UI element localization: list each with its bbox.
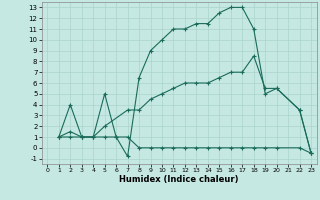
X-axis label: Humidex (Indice chaleur): Humidex (Indice chaleur) (119, 175, 239, 184)
